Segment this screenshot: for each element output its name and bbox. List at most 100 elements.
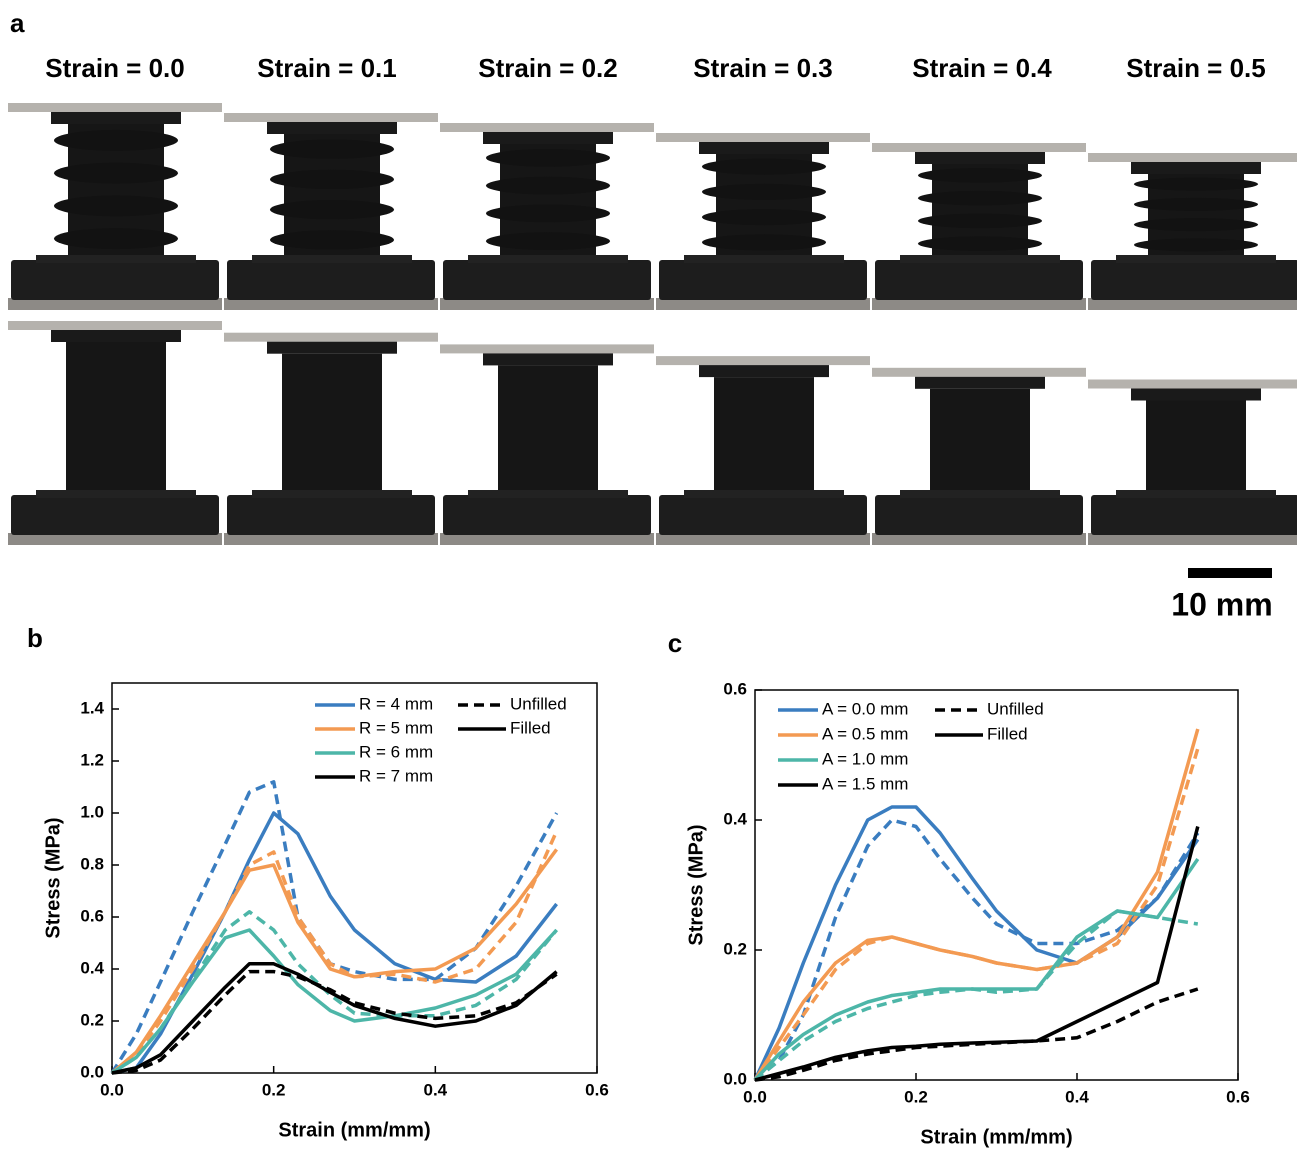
x-tick-label: 0.0: [743, 1087, 767, 1106]
y-tick-label: 0.0: [80, 1062, 104, 1081]
bellow-ring: [702, 209, 826, 226]
y-axis-label: Stress (MPa): [42, 817, 64, 938]
bellow-ring: [270, 139, 394, 159]
strain-label: Strain = 0.2: [478, 53, 617, 83]
series-line: [753, 858, 1200, 1082]
series-line: [754, 987, 1199, 1082]
legend-label: R = 5 mm: [359, 718, 433, 737]
legend-label: A = 0.5 mm: [822, 724, 908, 743]
series-line: [753, 805, 1200, 1081]
series-line: [110, 780, 559, 1074]
flange: [252, 255, 412, 263]
x-tick-label: 0.4: [1065, 1087, 1089, 1106]
flange: [900, 255, 1060, 263]
legend-label: R = 4 mm: [359, 694, 433, 713]
panel-label: c: [668, 628, 682, 658]
bellow-ring: [918, 168, 1042, 183]
bellow-ring: [486, 176, 610, 195]
series-line: [110, 848, 559, 1075]
bellow-ring: [486, 148, 610, 167]
series-line: [111, 962, 558, 1075]
base: [1091, 495, 1297, 535]
body: [282, 353, 382, 490]
flange: [252, 490, 412, 498]
base-ring: [872, 298, 1086, 310]
base-ring: [8, 533, 222, 545]
x-tick-label: 0.6: [1226, 1087, 1250, 1106]
base: [11, 495, 219, 535]
photo: [1088, 100, 1297, 545]
bellow-ring: [270, 199, 394, 220]
base: [659, 260, 867, 300]
flange: [36, 255, 196, 263]
y-tick-label: 0.2: [80, 1010, 104, 1029]
bellow-ring: [1134, 197, 1258, 211]
cap: [1131, 388, 1261, 401]
y-tick-label: 0.8: [80, 854, 104, 873]
top-plate: [872, 367, 1086, 377]
series-line: [754, 826, 1200, 1082]
top-plate: [224, 332, 438, 342]
flange: [684, 490, 844, 498]
bellow-ring: [702, 183, 826, 200]
series-line: [111, 969, 558, 1075]
x-axis-label: Strain (mm/mm): [278, 1119, 430, 1141]
y-axis-label: Stress (MPa): [685, 824, 707, 945]
bellow-ring: [54, 195, 178, 217]
y-tick-label: 1.4: [80, 698, 104, 717]
base: [227, 260, 435, 300]
series-line: [111, 910, 558, 1075]
body: [66, 342, 166, 490]
flange: [684, 255, 844, 263]
photo: [872, 100, 1087, 545]
body: [714, 377, 814, 490]
y-tick-label: 0.6: [723, 679, 747, 698]
panel-label: b: [27, 623, 43, 653]
photo: [224, 100, 439, 545]
bellow-ring: [918, 213, 1042, 229]
base-ring: [224, 533, 438, 545]
base: [227, 495, 435, 535]
cap: [915, 152, 1045, 164]
base-ring: [1088, 298, 1297, 310]
cap: [267, 341, 397, 354]
flange: [1116, 490, 1276, 498]
strain-label: Strain = 0.0: [45, 53, 184, 83]
cap: [699, 365, 829, 378]
body: [930, 388, 1030, 490]
x-tick-label: 0.2: [262, 1080, 286, 1099]
bellow-ring: [1134, 238, 1258, 252]
flange: [468, 255, 628, 263]
cap: [267, 122, 397, 134]
top-plate: [656, 356, 870, 366]
base-ring: [872, 533, 1086, 545]
top-plate: [1088, 153, 1297, 162]
y-tick-label: 0.4: [80, 958, 104, 977]
cap: [699, 142, 829, 154]
plot-frame: [111, 682, 598, 1074]
photo: [440, 100, 655, 545]
base: [875, 495, 1083, 535]
y-tick-label: 1.2: [80, 750, 104, 769]
flange: [900, 490, 1060, 498]
legend-label: R = 6 mm: [359, 742, 433, 761]
y-tick-label: 0.2: [723, 939, 747, 958]
base: [659, 495, 867, 535]
legend-label: A = 1.5 mm: [822, 774, 908, 793]
bellow-ring: [702, 234, 826, 251]
bellow-ring: [486, 204, 610, 223]
photo: [8, 100, 223, 545]
base-ring: [8, 298, 222, 310]
top-plate: [656, 133, 870, 142]
x-tick-label: 0.0: [100, 1080, 124, 1099]
strain-label: Strain = 0.4: [912, 53, 1052, 83]
cap: [1131, 162, 1261, 174]
bellow-ring: [918, 190, 1042, 206]
series-line: [753, 728, 1200, 1081]
x-tick-label: 0.2: [904, 1087, 928, 1106]
bellow-ring: [54, 129, 178, 151]
legend-label: Unfilled: [510, 694, 567, 713]
body: [1146, 400, 1246, 490]
y-tick-label: 1.0: [80, 802, 104, 821]
